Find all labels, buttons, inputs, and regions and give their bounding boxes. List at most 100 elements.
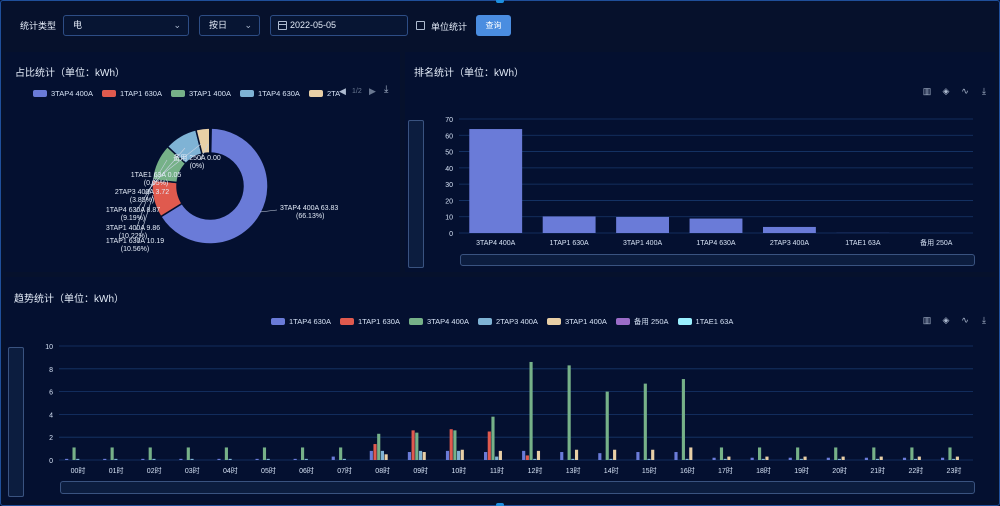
rank-vertical-zoom[interactable] [408,120,424,268]
y-tick-label: 8 [49,367,53,374]
rank-bar [469,129,523,233]
legend-item[interactable]: 2TA [308,89,340,98]
trend-bar [761,458,765,460]
legend-item[interactable]: 3TAP4 400A [408,317,469,326]
legend-item[interactable]: 1TAP4 630A [271,317,331,326]
download-icon[interactable]: ⤓ [384,84,389,95]
trend-bar [141,458,145,460]
download-icon[interactable]: ⤓ [982,86,986,96]
x-tick-label: 03时 [185,466,200,475]
legend-label: 3TAP1 400A [564,316,607,326]
x-tick-label: 备用 250A [920,238,953,247]
legend-item[interactable]: 3TAP1 400A [546,316,607,326]
trend-bar [377,433,381,460]
bar-chart-icon[interactable]: ▥ [922,315,932,325]
chevron-down-icon: ⌄ [173,20,181,30]
rank-horizontal-zoom[interactable] [460,254,975,266]
trend-bar [228,458,232,460]
trend-bar [598,453,602,460]
trend-bar [879,456,883,460]
rank-title: 排名统计（单位：kWh） [414,68,524,79]
trend-bar [864,457,868,460]
trend-bar [422,452,426,460]
ratio-legend: 3TAP4 400A 1TAP1 630A 3TAP1 400A 1TAP4 6… [33,88,343,98]
x-tick-label: 10时 [451,466,466,475]
legend-next-icon[interactable]: ▶ [369,86,376,96]
trend-bar [803,456,807,460]
x-tick-label: 12时 [528,466,543,475]
x-tick-label: 08时 [375,466,390,475]
query-button[interactable]: 查询 [476,15,511,36]
trend-bar [293,458,297,460]
legend-page-indicator: 1/2 [352,88,362,95]
stack-icon[interactable]: ◈ [942,86,950,96]
legend-item[interactable]: 备用 250A [615,316,669,326]
x-tick-label: 3TAP4 400A [476,240,516,247]
legend-item[interactable]: 2TAP3 400A [477,317,538,326]
trend-bar [179,458,183,460]
trend-bar [955,456,959,460]
legend-item[interactable]: 1TAP1 630A [101,89,162,98]
trend-bar [186,447,190,460]
trend-bar [103,458,107,460]
legend-swatch [101,89,116,97]
pie-label-percent: (0%) [190,163,205,170]
legend-item[interactable]: 1TAP1 630A [339,317,400,326]
calendar-icon [278,21,287,30]
type-label: 统计类型 [20,21,57,31]
unit-stat-checkbox[interactable] [416,21,425,30]
pie-label: 1TAP1 630A 10.19 [106,238,164,245]
trend-bar [651,449,655,460]
pie-label: 3TAP1 400A 9.86 [106,225,160,232]
download-icon[interactable]: ⤓ [982,315,986,325]
bar-chart-icon[interactable]: ▥ [922,86,932,96]
rank-bar [689,218,743,233]
trend-bar [712,457,716,460]
trend-bar [902,457,907,460]
trend-bar [647,458,651,460]
period-select[interactable]: 按日 ⌄ [199,15,260,36]
y-tick-label: 2 [49,435,53,442]
type-select-value: 电 [73,20,83,30]
date-picker[interactable]: 2022-05-05 [270,15,408,36]
line-chart-icon[interactable]: ∿ [961,315,969,325]
trend-bar [72,447,76,460]
pie-slice [159,127,269,245]
legend-swatch [170,89,185,97]
legend-item[interactable]: 1TAE1 63A [677,317,733,326]
trend-bar [529,361,533,460]
legend-swatch [33,89,47,97]
x-tick-label: 00时 [71,466,86,475]
legend-item[interactable]: 3TAP1 400A [170,89,231,98]
x-tick-label: 18时 [756,466,771,475]
trend-vertical-zoom[interactable] [8,347,24,497]
y-tick-label: 10 [45,344,53,351]
trend-bar [750,457,754,460]
legend-prev-icon[interactable]: ◀ [339,86,346,96]
trend-bar [418,450,423,460]
legend-label: 1TAP4 630A [257,88,300,98]
y-tick-label: 0 [449,231,453,238]
legend-label: 备用 250A [633,316,669,326]
pie-label-percent: (0.05%) [144,180,169,187]
trend-bar [407,452,411,460]
trend-bar [491,416,495,460]
legend-swatch [308,89,323,97]
line-chart-icon[interactable]: ∿ [961,86,969,96]
pie-label: 3TAP4 400A 63.83 [280,205,338,212]
label-leader-line [199,143,209,161]
trend-bar [449,429,453,460]
filter-toolbar: 统计类型 电 ⌄ 按日 ⌄ 2022-05-05 单位统计 查询 [0,0,1000,50]
legend-item[interactable]: 1TAP4 630A [239,88,300,98]
trend-bar [834,447,838,460]
stack-icon[interactable]: ◈ [942,315,950,325]
x-tick-label: 11时 [490,466,504,475]
ratio-panel: 占比统计（单位：kWh） 3TAP4 400A 1TAP1 630A 3TAP1… [5,52,400,272]
trend-horizontal-zoom[interactable] [60,481,975,494]
type-select[interactable]: 电 ⌄ [63,15,189,36]
trend-bar [788,457,792,460]
trend-bar [685,458,689,460]
trend-bar [498,450,502,460]
legend-item[interactable]: 3TAP4 400A [33,89,93,98]
trend-bar [567,365,571,460]
